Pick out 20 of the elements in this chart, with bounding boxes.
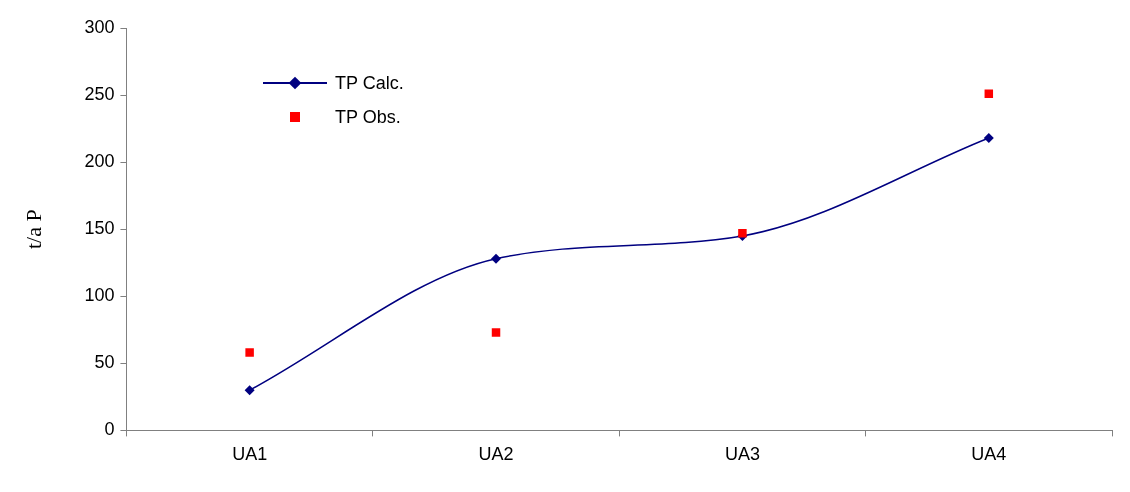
x-tick-label: UA3 <box>724 444 760 465</box>
point <box>491 253 502 264</box>
y-axis-title: t/a P <box>20 209 46 250</box>
x-tick-label: UA1 <box>232 444 268 465</box>
y-tick-label: 150 <box>84 218 115 239</box>
y-tick-label: 100 <box>84 285 115 306</box>
x-tick-label: UA4 <box>971 444 1007 465</box>
x-tick-label: UA2 <box>478 444 514 465</box>
y-tick-label: 300 <box>84 16 115 37</box>
y-tick-label: 0 <box>104 419 115 440</box>
point <box>983 132 994 143</box>
y-tick-label: 50 <box>94 352 115 373</box>
point <box>244 385 255 396</box>
legend-label: TP Obs. <box>335 106 401 128</box>
y-tick-label: 250 <box>84 84 115 105</box>
point <box>245 348 254 357</box>
point <box>984 89 994 98</box>
legend-label: TP Calc. <box>335 72 404 94</box>
point <box>491 328 501 337</box>
y-tick-label: 200 <box>84 151 115 172</box>
